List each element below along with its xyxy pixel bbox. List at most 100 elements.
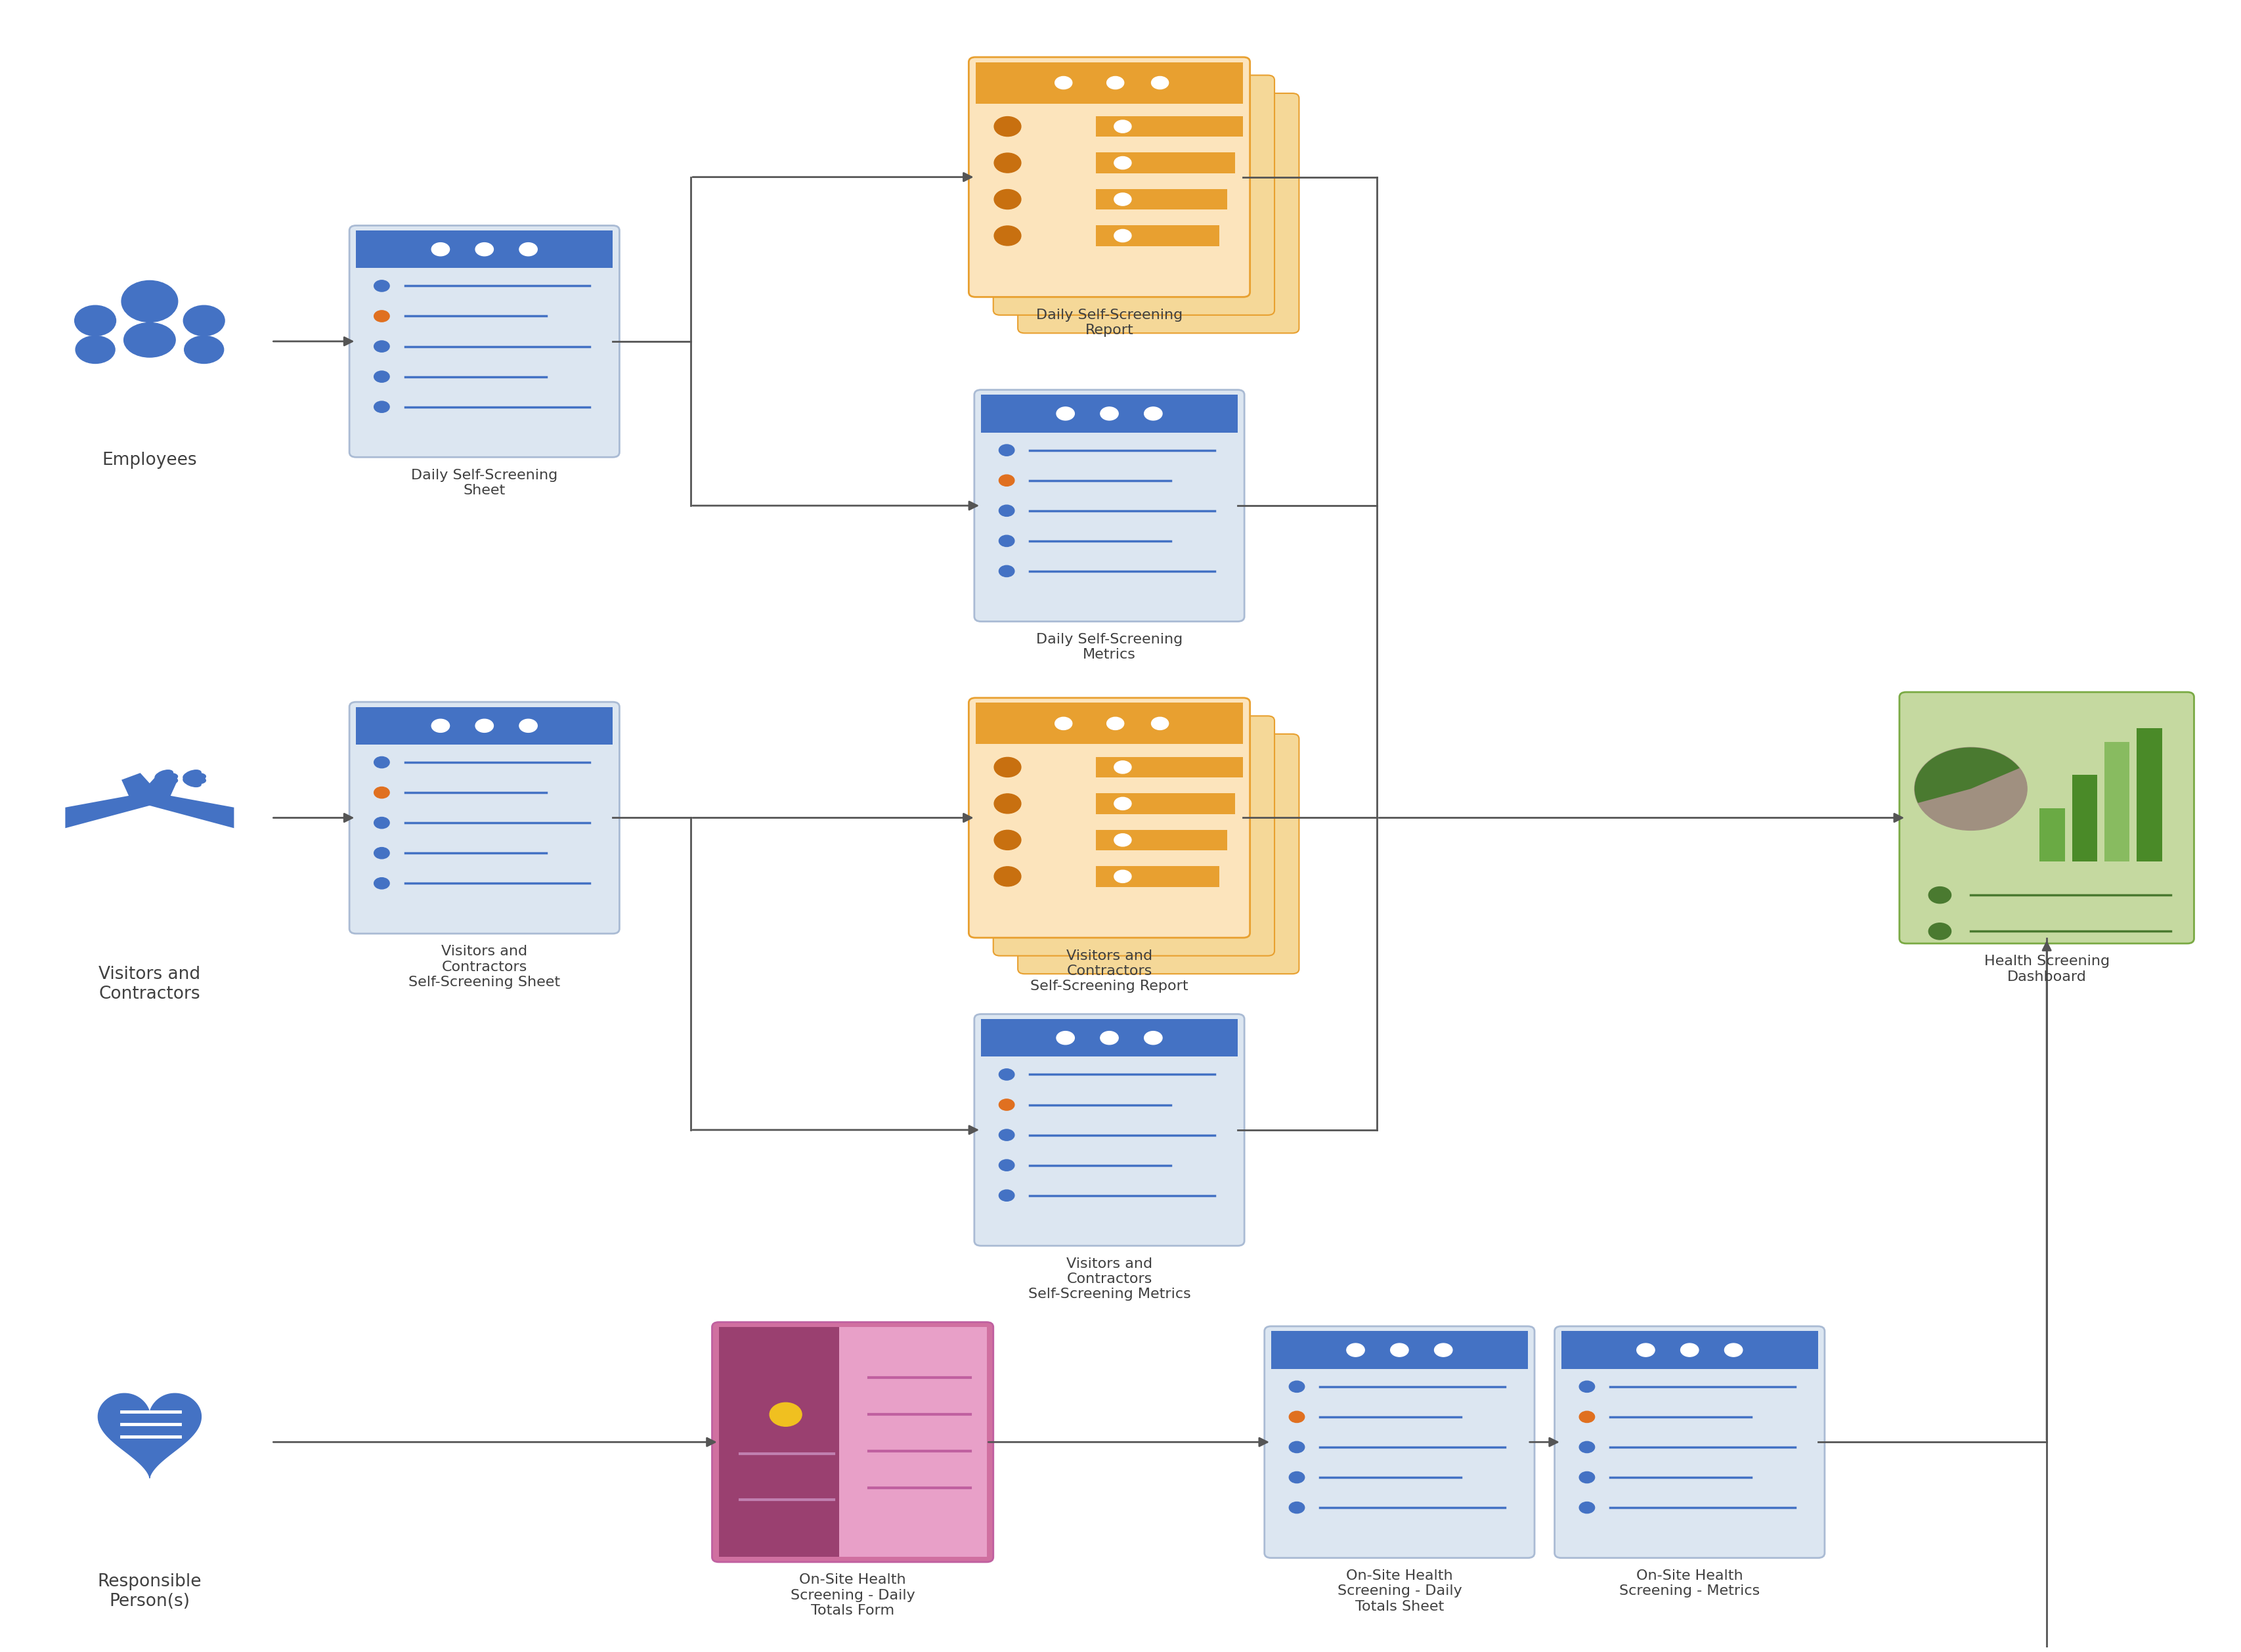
Circle shape (1114, 121, 1132, 132)
FancyBboxPatch shape (1900, 692, 2194, 943)
Bar (1096, 757, 1244, 778)
Circle shape (995, 226, 1022, 246)
Circle shape (1114, 193, 1132, 205)
Circle shape (999, 506, 1015, 517)
Circle shape (1580, 1472, 1596, 1483)
Circle shape (374, 340, 390, 352)
Circle shape (1056, 76, 1071, 89)
Text: Daily Self-Screening
Sheet: Daily Self-Screening Sheet (410, 469, 558, 497)
Bar (1096, 829, 1228, 851)
Circle shape (1389, 1343, 1407, 1356)
Circle shape (1114, 798, 1132, 809)
Circle shape (999, 1069, 1015, 1080)
FancyBboxPatch shape (350, 226, 619, 458)
Text: Daily Self-Screening
Metrics: Daily Self-Screening Metrics (1035, 633, 1183, 661)
Circle shape (1107, 717, 1125, 730)
Circle shape (769, 1403, 802, 1426)
Circle shape (1114, 762, 1132, 773)
Circle shape (433, 719, 450, 732)
Bar (356, 707, 612, 745)
Circle shape (1289, 1502, 1304, 1513)
FancyBboxPatch shape (993, 715, 1275, 957)
Circle shape (999, 1189, 1015, 1201)
Circle shape (1434, 1343, 1452, 1356)
Circle shape (999, 565, 1015, 577)
Text: Health Screening
Dashboard: Health Screening Dashboard (1983, 955, 2109, 983)
Text: Visitors and
Contractors
Self-Screening Metrics: Visitors and Contractors Self-Screening … (1029, 1257, 1190, 1300)
Circle shape (1930, 923, 1952, 940)
FancyBboxPatch shape (1264, 1327, 1535, 1558)
Text: On-Site Health
Screening - Daily
Totals Sheet: On-Site Health Screening - Daily Totals … (1338, 1569, 1461, 1612)
Bar (975, 63, 1244, 104)
Ellipse shape (76, 335, 114, 363)
Circle shape (995, 831, 1022, 849)
Circle shape (1100, 1031, 1118, 1044)
Text: On-Site Health
Screening - Metrics: On-Site Health Screening - Metrics (1620, 1569, 1759, 1597)
Polygon shape (121, 773, 233, 828)
Circle shape (995, 117, 1022, 137)
FancyBboxPatch shape (1555, 1327, 1824, 1558)
Ellipse shape (184, 776, 202, 788)
Circle shape (520, 719, 538, 732)
Circle shape (374, 372, 390, 382)
Circle shape (1580, 1442, 1596, 1452)
Bar (975, 702, 1244, 743)
Circle shape (374, 401, 390, 413)
Polygon shape (99, 1394, 202, 1479)
Text: Daily Self-Screening
Report: Daily Self-Screening Report (1035, 309, 1183, 337)
Circle shape (1930, 887, 1952, 904)
Circle shape (74, 306, 117, 335)
Circle shape (1114, 871, 1132, 882)
Circle shape (1056, 1031, 1073, 1044)
Circle shape (1636, 1343, 1654, 1356)
Circle shape (433, 243, 450, 256)
Bar (1562, 1332, 1817, 1370)
Circle shape (999, 1130, 1015, 1140)
Circle shape (1100, 406, 1118, 420)
Circle shape (184, 306, 224, 335)
FancyBboxPatch shape (993, 76, 1275, 316)
FancyBboxPatch shape (968, 58, 1250, 297)
Bar (2039, 808, 2064, 861)
Circle shape (999, 474, 1015, 486)
FancyBboxPatch shape (350, 702, 619, 933)
Ellipse shape (186, 773, 206, 781)
Circle shape (1145, 1031, 1163, 1044)
Circle shape (1114, 834, 1132, 846)
Circle shape (999, 1099, 1015, 1110)
Polygon shape (65, 773, 177, 828)
Circle shape (1107, 76, 1125, 89)
Circle shape (374, 877, 390, 889)
Circle shape (374, 311, 390, 322)
Bar (2136, 729, 2163, 861)
Text: Visitors and
Contractors
Self-Screening Sheet: Visitors and Contractors Self-Screening … (408, 945, 560, 988)
Circle shape (999, 444, 1015, 456)
Circle shape (1580, 1411, 1596, 1422)
Text: Visitors and
Contractors
Self-Screening Report: Visitors and Contractors Self-Screening … (1031, 950, 1188, 993)
FancyBboxPatch shape (1017, 93, 1300, 334)
Circle shape (995, 867, 1022, 885)
Circle shape (475, 719, 493, 732)
Bar (1096, 793, 1235, 814)
Ellipse shape (184, 335, 224, 363)
Bar (1096, 116, 1244, 137)
Circle shape (1289, 1442, 1304, 1452)
Bar (719, 1327, 840, 1558)
Ellipse shape (157, 775, 177, 785)
Circle shape (995, 757, 1022, 776)
Circle shape (374, 786, 390, 798)
Bar (1096, 866, 1219, 887)
Text: On-Site Health
Screening - Daily
Totals Form: On-Site Health Screening - Daily Totals … (791, 1573, 914, 1617)
FancyBboxPatch shape (975, 1014, 1244, 1246)
Circle shape (995, 793, 1022, 813)
Circle shape (1580, 1502, 1596, 1513)
Bar (1096, 188, 1228, 210)
Bar (2104, 742, 2129, 861)
Circle shape (1681, 1343, 1699, 1356)
Circle shape (999, 1160, 1015, 1171)
Circle shape (1114, 230, 1132, 243)
FancyBboxPatch shape (975, 390, 1244, 621)
Ellipse shape (157, 773, 177, 781)
Ellipse shape (184, 770, 202, 780)
Circle shape (1145, 406, 1163, 420)
